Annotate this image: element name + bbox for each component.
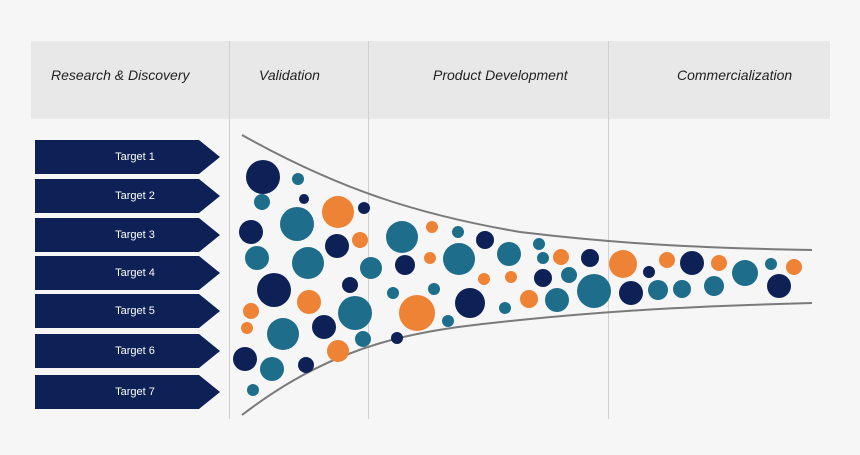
bubble: [241, 322, 253, 334]
bubble: [355, 331, 371, 347]
bubble: [659, 252, 675, 268]
bubble: [711, 255, 727, 271]
stage-label-validation: Validation: [259, 67, 320, 83]
bubble: [280, 207, 314, 241]
bubble: [428, 283, 440, 295]
bubble: [245, 246, 269, 270]
bubble: [391, 332, 403, 344]
bubble-group: [233, 160, 802, 396]
stage-header-band: [31, 41, 830, 119]
bubble: [298, 357, 314, 373]
bubble: [499, 302, 511, 314]
bubble: [765, 258, 777, 270]
target-arrow-shape: [35, 218, 220, 252]
bubble: [561, 267, 577, 283]
bubble: [352, 232, 368, 248]
bubble: [338, 296, 372, 330]
bubble: [545, 288, 569, 312]
bubble: [292, 173, 304, 185]
bubble: [581, 249, 599, 267]
target-arrow-5: Target 5: [35, 294, 220, 328]
bubble: [399, 295, 435, 331]
target-arrow-shape: [35, 256, 220, 290]
funnel-bottom-curve: [241, 302, 813, 416]
bubble: [325, 234, 349, 258]
target-arrow-shape: [35, 140, 220, 174]
bubble: [680, 251, 704, 275]
bubble: [299, 194, 309, 204]
bubble: [342, 277, 358, 293]
bubble: [233, 347, 257, 371]
bubble: [643, 266, 655, 278]
bubble: [452, 226, 464, 238]
bubble: [327, 340, 349, 362]
bubble: [257, 273, 291, 307]
bubble: [648, 280, 668, 300]
bubble: [267, 318, 299, 350]
target-arrow-1: Target 1: [35, 140, 220, 174]
bubble: [424, 252, 436, 264]
bubble: [292, 247, 324, 279]
bubble: [478, 273, 490, 285]
bubble: [609, 250, 637, 278]
bubble: [395, 255, 415, 275]
target-arrow-2: Target 2: [35, 179, 220, 213]
bubble: [247, 384, 259, 396]
target-arrow-shape: [35, 294, 220, 328]
target-arrow-6: Target 6: [35, 334, 220, 368]
target-arrow-shape: [35, 179, 220, 213]
bubble: [426, 221, 438, 233]
bubble: [387, 287, 399, 299]
target-label: Target 2: [115, 190, 155, 202]
bubble: [358, 202, 370, 214]
bubble: [533, 238, 545, 250]
bubble: [497, 242, 521, 266]
stage-label-research: Research & Discovery: [51, 67, 190, 83]
bubble: [297, 290, 321, 314]
bubble: [442, 315, 454, 327]
stage-divider: [229, 41, 230, 419]
stage-divider: [608, 41, 609, 419]
bubble: [239, 220, 263, 244]
bubble: [534, 269, 552, 287]
target-label: Target 3: [115, 229, 155, 241]
bubble: [553, 249, 569, 265]
bubble: [537, 252, 549, 264]
bubble: [360, 257, 382, 279]
bubble: [732, 260, 758, 286]
bubble: [312, 315, 336, 339]
bubble: [619, 281, 643, 305]
target-arrow-shape: [35, 334, 220, 368]
bubble: [260, 357, 284, 381]
bubble: [254, 194, 270, 210]
stage-divider: [368, 41, 369, 419]
bubble: [386, 221, 418, 253]
target-arrow-shape: [35, 375, 220, 409]
stage-label-commercialization: Commercialization: [677, 67, 793, 83]
bubble: [767, 274, 791, 298]
target-label: Target 6: [115, 345, 155, 357]
bubble: [786, 259, 802, 275]
bubble: [476, 231, 494, 249]
bubble: [243, 303, 259, 319]
bubble: [520, 290, 538, 308]
bubble: [505, 271, 517, 283]
bubble: [322, 196, 354, 228]
target-arrow-3: Target 3: [35, 218, 220, 252]
bubble: [455, 288, 485, 318]
bubble: [577, 274, 611, 308]
target-arrow-4: Target 4: [35, 256, 220, 290]
target-label: Target 4: [115, 267, 155, 279]
bubble: [443, 243, 475, 275]
target-arrow-7: Target 7: [35, 375, 220, 409]
target-label: Target 7: [115, 386, 155, 398]
bubble: [673, 280, 691, 298]
stage-label-product-development: Product Development: [433, 67, 568, 83]
target-label: Target 5: [115, 305, 155, 317]
bubble: [246, 160, 280, 194]
bubble: [704, 276, 724, 296]
target-label: Target 1: [115, 151, 155, 163]
funnel-top-curve: [241, 134, 813, 251]
